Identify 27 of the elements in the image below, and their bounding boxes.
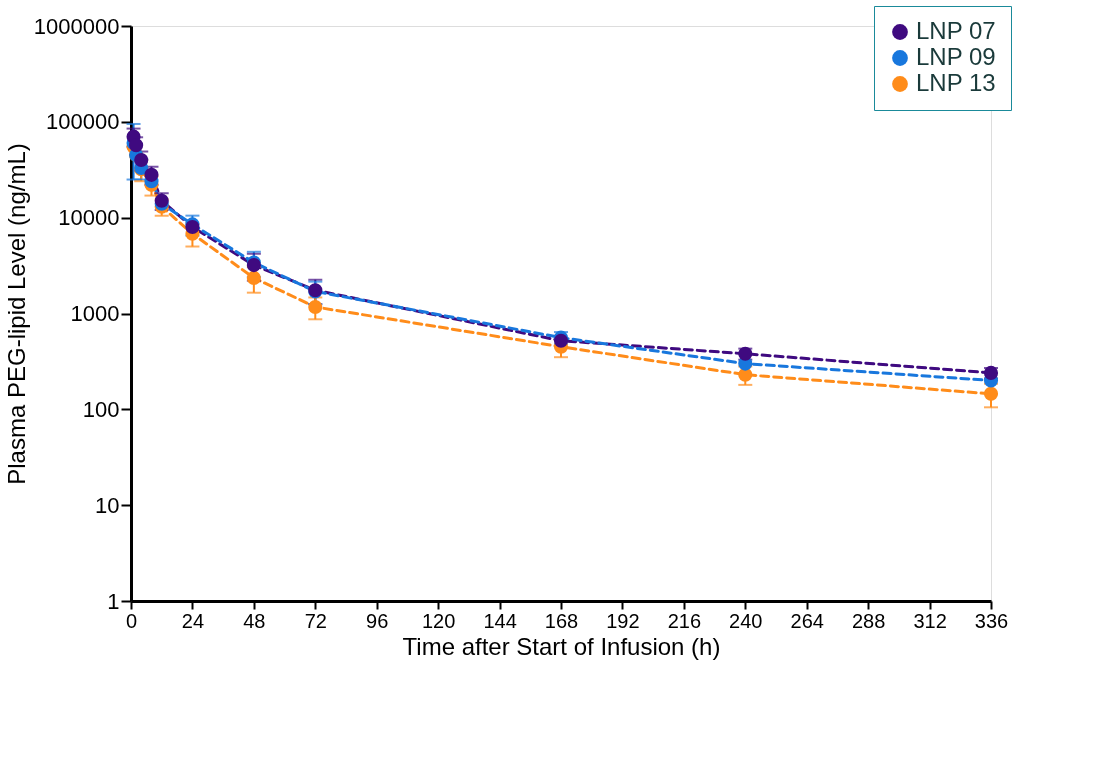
x-tick-label: 240 bbox=[729, 609, 763, 632]
x-tick-label: 216 bbox=[667, 609, 702, 632]
x-tick-label: 336 bbox=[974, 609, 1009, 632]
x-tick-label: 24 bbox=[181, 609, 205, 632]
x-tick-label: 264 bbox=[790, 609, 824, 632]
x-tick-label: 192 bbox=[606, 609, 640, 632]
legend-label: LNP 13 bbox=[916, 69, 996, 96]
x-tick-label: 48 bbox=[243, 609, 266, 632]
y-tick-label: 10 bbox=[95, 492, 120, 518]
x-tick-label: 0 bbox=[125, 609, 138, 632]
y-tick-label: 1000 bbox=[70, 301, 120, 326]
y-tick-label: 1 bbox=[107, 588, 120, 614]
x-tick-label: 288 bbox=[851, 609, 886, 632]
y-tick-label: 100000 bbox=[46, 109, 120, 135]
y-tick-label: 100 bbox=[82, 396, 120, 422]
x-tick-label: 96 bbox=[366, 609, 389, 632]
x-axis-title: Time after Start of Infusion (h) bbox=[402, 632, 721, 660]
y-tick-label: 10000 bbox=[58, 205, 120, 231]
legend-label: LNP 09 bbox=[916, 43, 996, 70]
x-tick-label: 120 bbox=[421, 609, 456, 632]
x-tick-label: 72 bbox=[304, 609, 327, 632]
x-tick-label: 168 bbox=[544, 609, 579, 632]
x-tick-label: 144 bbox=[483, 609, 517, 632]
y-axis-title: Plasma PEG-lipid Level (ng/mL) bbox=[2, 143, 30, 485]
y-tick-label: 1000000 bbox=[33, 13, 120, 39]
x-tick-label: 312 bbox=[913, 609, 947, 632]
legend-label: LNP 07 bbox=[916, 17, 996, 44]
